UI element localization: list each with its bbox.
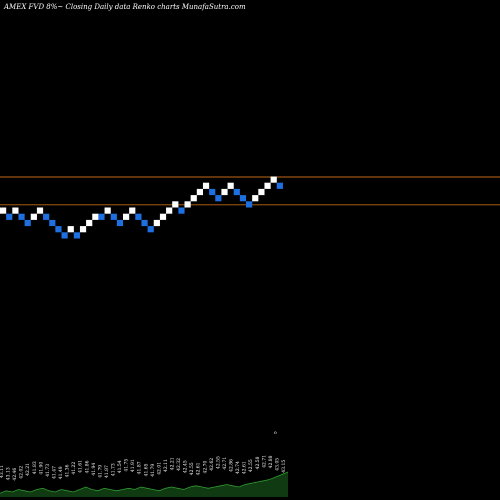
price-label: 42.61: [242, 461, 248, 474]
renko-brick-up: [190, 195, 197, 202]
renko-brick-up: [153, 219, 160, 227]
price-label: 41.73: [111, 463, 117, 476]
renko-brick-down: [110, 213, 117, 220]
renko-brick-up: [270, 176, 277, 183]
renko-brick-up: [67, 226, 74, 233]
renko-brick-down: [24, 219, 31, 227]
renko-brick-down: [178, 207, 185, 214]
price-label: 41.61: [78, 460, 84, 473]
price-label: 41.22: [71, 462, 77, 475]
price-label: 41.90: [38, 462, 44, 475]
price-label: 42.46: [12, 468, 18, 481]
price-label: 42.45: [183, 460, 189, 473]
price-label: 42.58: [255, 456, 261, 469]
price-label: 43.11: [0, 465, 5, 478]
volume-line: [0, 471, 289, 494]
price-label: 42.86: [229, 459, 235, 472]
renko-brick-up: [221, 188, 228, 196]
renko-brick-up: [92, 213, 99, 220]
price-label: 42.55: [189, 462, 195, 475]
renko-brick-up: [252, 195, 259, 202]
renko-brick-down: [276, 182, 283, 189]
chart-title: AMEX FVD 8%~ Closing Daily data Renko ch…: [3, 3, 246, 11]
price-label: 41.49: [58, 466, 64, 479]
price-label: 41.79: [97, 465, 103, 478]
renko-brick-up: [184, 201, 191, 208]
renko-brick-up: [0, 207, 7, 214]
price-label: 43.13: [6, 467, 12, 480]
price-label: 42.71: [261, 455, 267, 468]
renko-brick-up: [159, 213, 167, 220]
price-label: 41.87: [104, 465, 110, 478]
renko-brick-up: [12, 207, 19, 214]
renko-bricks: [0, 176, 283, 239]
price-label: 42.88: [268, 455, 274, 468]
renko-brick-up: [104, 207, 111, 214]
price-label: 42.02: [19, 466, 25, 479]
price-label: 42.32: [176, 458, 182, 471]
price-label: 42.21: [170, 457, 176, 470]
price-label: 42.01: [156, 462, 162, 475]
price-label: 42.21: [25, 463, 31, 476]
renko-brick-up: [129, 207, 136, 214]
renko-brick-up: [79, 226, 87, 233]
price-marker: o: [274, 431, 277, 436]
renko-brick-down: [116, 219, 124, 227]
price-label: 41.75: [124, 459, 130, 472]
renko-brick-up: [196, 188, 203, 196]
price-label: 41.65: [143, 463, 149, 476]
price-label: 41.87: [137, 461, 143, 474]
price-label: 41.54: [117, 460, 123, 473]
renko-brick-down: [209, 188, 216, 196]
renko-brick-down: [215, 195, 222, 202]
renko-brick-up: [227, 182, 234, 189]
renko-brick-down: [18, 213, 25, 220]
price-label: 41.79: [150, 464, 156, 477]
price-label: 41.36: [65, 464, 71, 477]
price-label: 42.70: [202, 460, 208, 473]
volume-fill: [0, 472, 288, 497]
renko-brick-down: [73, 232, 80, 239]
price-label: 41.94: [91, 463, 97, 476]
renko-brick-down: [61, 232, 68, 239]
price-label: 42.62: [209, 458, 215, 471]
renko-brick-up: [36, 207, 44, 214]
renko-brick-down: [233, 188, 240, 196]
renko-brick-up: [172, 201, 179, 208]
price-label: 42.61: [196, 462, 202, 475]
renko-brick-down: [147, 226, 154, 233]
price-label: 43.05: [274, 458, 280, 471]
price-label: 42.55: [215, 456, 221, 469]
renko-brick-up: [30, 213, 37, 220]
renko-brick-down: [141, 219, 148, 227]
renko-brick-down: [239, 195, 247, 202]
renko-brick-up: [202, 182, 210, 189]
renko-brick-up: [86, 219, 93, 227]
price-labels: 43.11 43.13 42.46 42.02 42.21 41.83 41.90 41.73…: [0, 431, 287, 481]
renko-brick-down: [135, 213, 142, 220]
volume-area: [0, 471, 289, 497]
price-label: 42.74: [235, 461, 241, 474]
renko-brick-down: [43, 213, 50, 220]
renko-brick-up: [166, 207, 173, 214]
renko-brick-up: [258, 188, 265, 196]
renko-brick-down: [246, 201, 253, 208]
price-label: 41.47: [52, 466, 58, 479]
renko-brick-up: [123, 213, 130, 220]
price-label: 42.55: [248, 459, 254, 472]
renko-brick-up: [264, 182, 271, 189]
price-label: 41.83: [32, 461, 38, 474]
price-label: 42.71: [222, 457, 228, 470]
price-label: 42.11: [163, 459, 169, 472]
renko-brick-down: [98, 213, 105, 220]
price-label: 43.15: [281, 460, 287, 473]
price-label: 41.73: [45, 464, 51, 477]
renko-brick-down: [55, 226, 62, 233]
price-label: 41.86: [84, 460, 90, 473]
renko-brick-down: [6, 213, 13, 220]
price-label: 41.91: [130, 459, 136, 472]
renko-brick-down: [49, 219, 56, 227]
